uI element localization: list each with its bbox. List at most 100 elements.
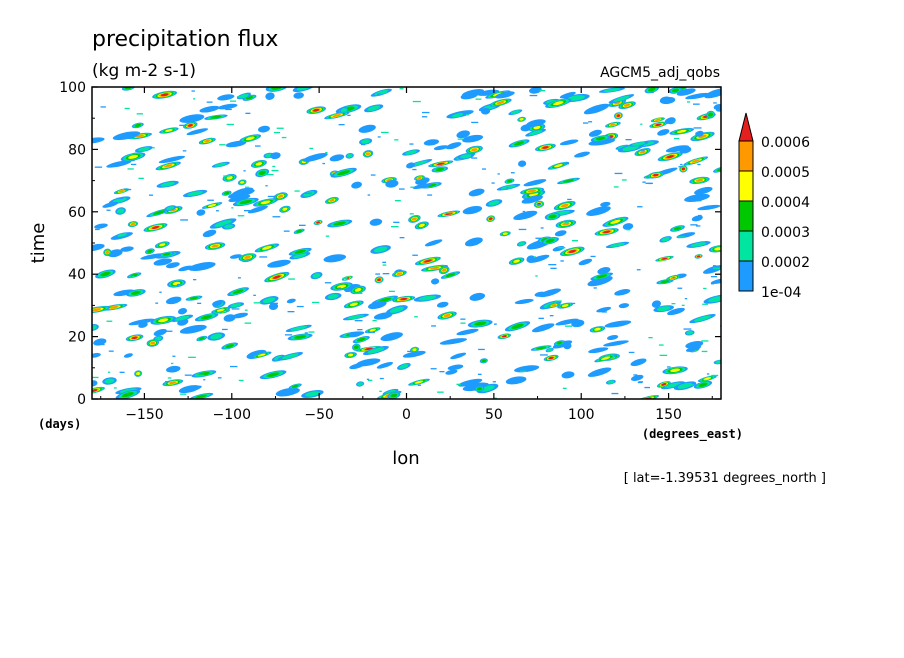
precip-contour [232, 312, 248, 319]
precip-streak [671, 303, 676, 305]
precip-cell [516, 241, 527, 247]
precip-streak [456, 383, 461, 385]
precip-streak [382, 261, 387, 263]
precip-streak [149, 194, 153, 196]
precip-cell [517, 116, 526, 122]
precip-streak [640, 149, 645, 151]
precip-cell [437, 311, 457, 320]
precip-streak [439, 371, 445, 373]
precip-cell [237, 179, 247, 186]
precip-cell [232, 312, 248, 319]
precip-contour [147, 249, 153, 253]
precip-cell [362, 346, 389, 355]
precip-cell [159, 127, 179, 134]
precip-cell [481, 107, 491, 115]
precip-cell [268, 302, 279, 311]
precip-cell [413, 294, 442, 302]
precip-streak [693, 103, 700, 105]
precip-contour [588, 347, 609, 354]
precip-cell [402, 350, 426, 358]
precip-contour [462, 89, 484, 97]
y-axis-label: time [28, 223, 49, 264]
precip-contour [340, 108, 348, 113]
precip-streak [410, 186, 415, 188]
precip-cell [194, 313, 219, 322]
precip-streak [253, 302, 262, 304]
precip-contour [162, 252, 171, 256]
dataset-label: AGCM5_adj_qobs [600, 65, 720, 81]
precip-contour [542, 146, 549, 149]
precip-contour [568, 249, 576, 253]
legend-label: 0.0002 [761, 255, 810, 271]
precip-cell [618, 303, 630, 309]
precip-contour [399, 363, 409, 369]
x-tick-label: 100 [568, 407, 595, 423]
precip-cell [660, 381, 686, 390]
precip-streak [193, 279, 197, 281]
precip-streak [648, 337, 653, 339]
precip-contour [506, 179, 513, 183]
precip-contour [528, 130, 543, 136]
precip-cell [689, 176, 710, 185]
precip-streak [375, 273, 381, 275]
precip-cell [196, 335, 208, 342]
precip-contour [150, 341, 156, 345]
precip-cell [664, 117, 675, 124]
precip-contour [158, 318, 169, 323]
precip-contour [232, 289, 244, 294]
precip-contour [323, 254, 347, 263]
legend-overflow-arrow [738, 112, 754, 142]
precip-contour [588, 138, 616, 146]
precip-contour [501, 335, 507, 338]
precip-cell [113, 289, 135, 297]
precip-streak [284, 334, 293, 336]
precip-streak [188, 356, 196, 358]
precip-cell [667, 307, 685, 316]
x-tick-label: 0 [402, 407, 411, 423]
precip-contour [480, 385, 495, 392]
precip-contour [245, 136, 255, 141]
precip-streak [466, 114, 469, 116]
precip-cell [374, 276, 384, 284]
precip-contour [357, 382, 363, 386]
precip-contour [708, 296, 721, 303]
precip-contour [661, 237, 670, 242]
precip-streak [651, 91, 654, 93]
precip-cell [92, 137, 105, 144]
precip-contour [710, 277, 721, 285]
precip-streak [640, 123, 643, 125]
precip-cell [232, 197, 259, 207]
precip-streak [697, 163, 701, 166]
precip-cell [541, 237, 559, 245]
precip-streak [237, 277, 241, 279]
precip-cell [123, 353, 133, 358]
precip-cell [555, 219, 577, 228]
precip-contour [94, 223, 108, 229]
precip-cell [368, 300, 387, 310]
precip-streak [342, 277, 348, 279]
precip-contour [178, 265, 194, 272]
precip-cell [364, 104, 384, 113]
precip-contour [226, 176, 233, 180]
precip-cells [92, 87, 721, 399]
precip-streak [535, 237, 542, 239]
precip-cell [221, 342, 239, 350]
precip-streak [106, 209, 111, 211]
precip-contour [240, 181, 245, 184]
precip-cell [102, 201, 119, 208]
precip-cell [259, 370, 287, 380]
precip-cell [504, 321, 531, 332]
precip-cell [563, 342, 572, 350]
precip-streak [616, 218, 619, 220]
precip-contour [529, 87, 542, 94]
precip-contour [389, 306, 404, 313]
precip-streak [222, 328, 228, 331]
precip-contour [696, 255, 701, 258]
precip-cell [694, 254, 703, 259]
precip-streak [492, 381, 496, 383]
precip-streak [555, 300, 562, 302]
precip-streak [628, 351, 635, 354]
precip-contour [561, 371, 575, 379]
precip-contour [690, 242, 707, 247]
precip-cell [236, 92, 251, 100]
